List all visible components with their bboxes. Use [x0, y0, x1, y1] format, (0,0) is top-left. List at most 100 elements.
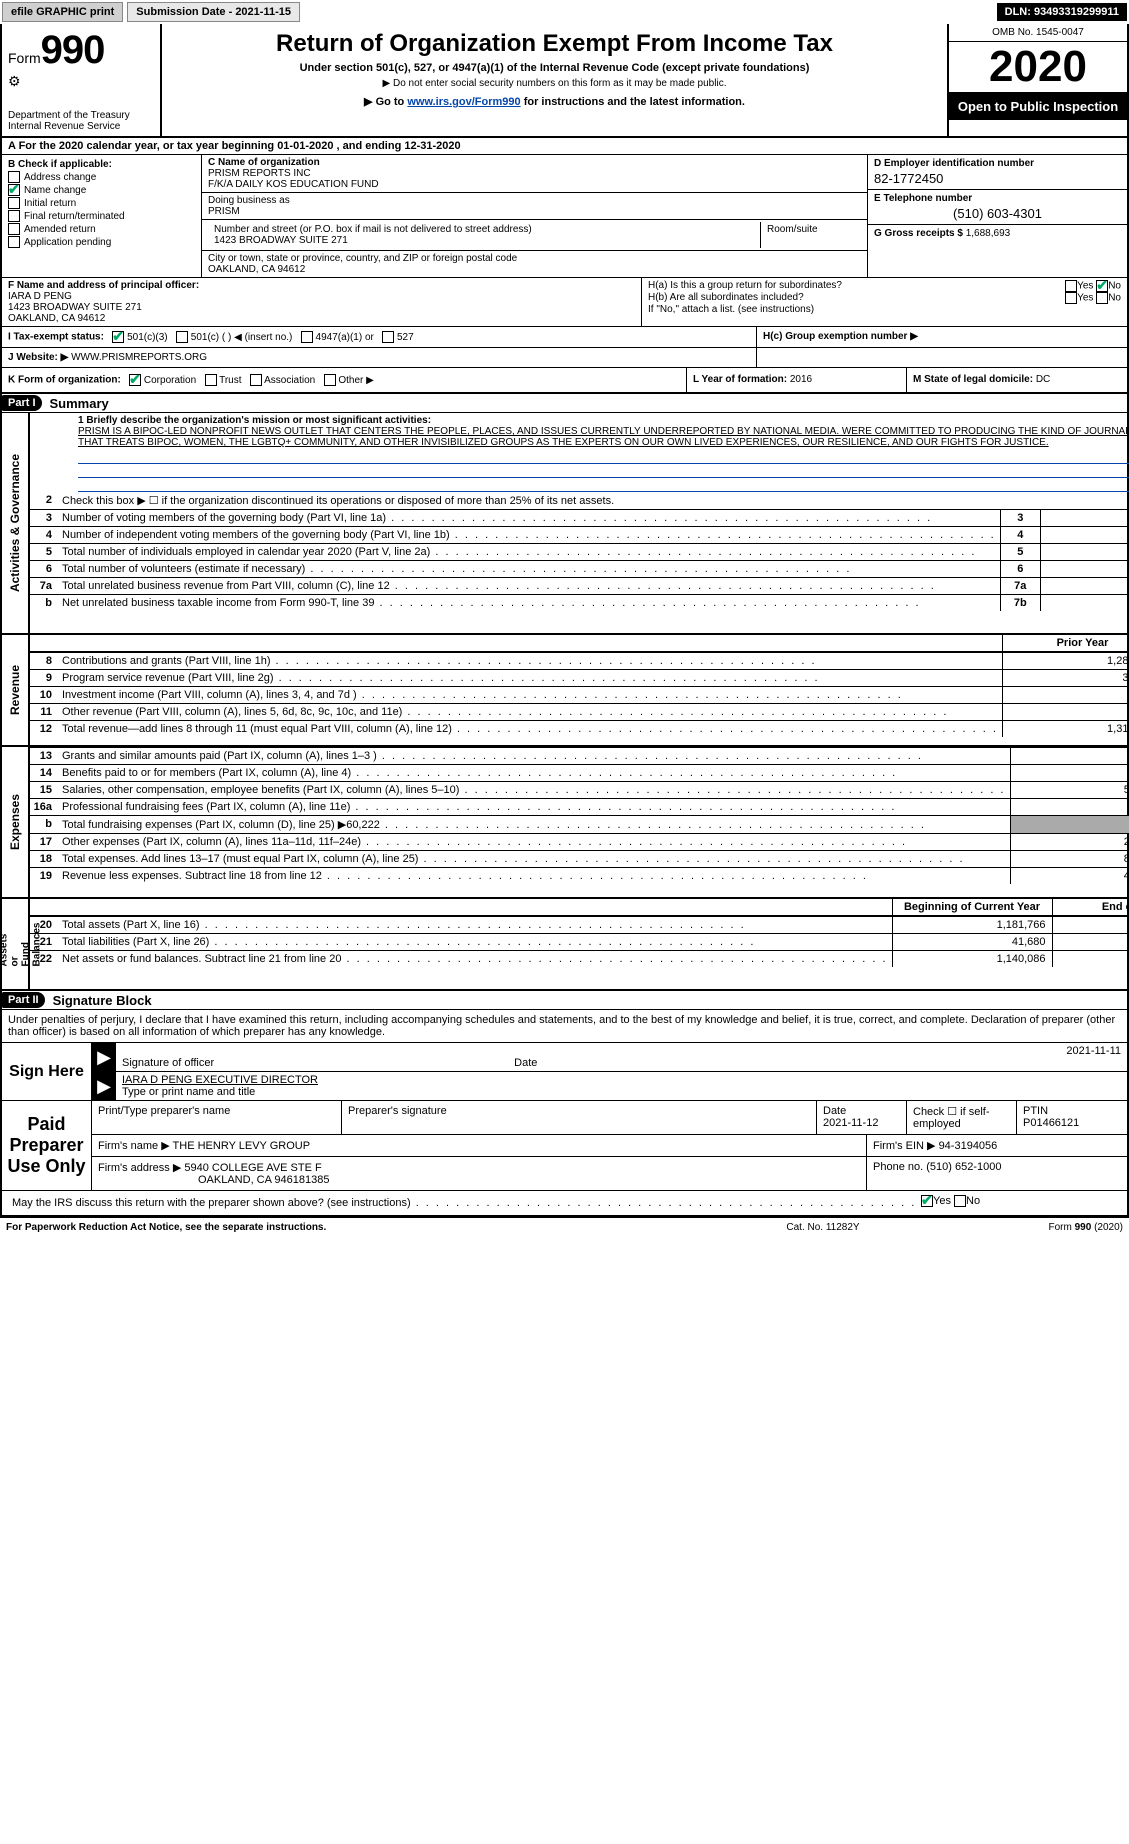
line-15: 15Salaries, other compensation, employee… [30, 781, 1129, 798]
org-name-label: C Name of organization [208, 157, 861, 168]
form-word: Form [8, 50, 41, 66]
firm-addr1: 5940 COLLEGE AVE STE F [184, 1162, 321, 1174]
website-value: WWW.PRISMREPORTS.ORG [71, 352, 207, 363]
vtab-governance: Activities & Governance [8, 454, 22, 592]
line-6: 6Total number of volunteers (estimate if… [30, 560, 1129, 577]
street-value: 1423 BROADWAY SUITE 271 [214, 235, 754, 246]
ptin-value: P01466121 [1023, 1117, 1121, 1129]
hb-label: H(b) Are all subordinates included? [648, 292, 804, 304]
checkbox-name-change: Name change [8, 184, 195, 196]
line-19: 19Revenue less expenses. Subtract line 1… [30, 867, 1129, 884]
goto-pre: ▶ Go to [364, 96, 407, 108]
line-18: 18Total expenses. Add lines 13–17 (must … [30, 850, 1129, 867]
omb-number: OMB No. 1545-0047 [949, 24, 1127, 42]
tel-value: (510) 603-4301 [874, 204, 1121, 221]
firm-ein: 94-3194056 [939, 1140, 998, 1152]
tax-exempt-label: I Tax-exempt status: [8, 332, 104, 343]
form-subtitle: Under section 501(c), 527, or 4947(a)(1)… [172, 62, 937, 74]
line-16a: 16aProfessional fundraising fees (Part I… [30, 798, 1129, 815]
section-m: M State of legal domicile: DC [907, 368, 1127, 392]
yes-text: Yes [1077, 281, 1093, 292]
firm-ein-label: Firm's EIN ▶ [873, 1140, 936, 1152]
firm-name-label: Firm's name ▶ [98, 1140, 170, 1152]
ssn-note: ▶ Do not enter social security numbers o… [172, 78, 937, 89]
form-org-label: K Form of organization: [8, 375, 121, 386]
signature-declaration: Under penalties of perjury, I declare th… [2, 1010, 1127, 1042]
line-9: 9Program service revenue (Part VIII, lin… [30, 669, 1129, 686]
date-label: Date [514, 1057, 537, 1069]
line-20: 20Total assets (Part X, line 16)1,181,76… [30, 916, 1129, 933]
prep-date-label: Date [823, 1105, 900, 1117]
signature-date: 2021-11-11 [1066, 1045, 1121, 1057]
website-label: J Website: ▶ [8, 352, 68, 363]
no-text: No [1108, 281, 1121, 292]
discuss-yes: Yes [933, 1195, 951, 1207]
vtab-revenue: Revenue [8, 665, 22, 715]
begin-year-hdr: Beginning of Current Year [892, 899, 1052, 915]
mission-text: PRISM IS A BIPOC-LED NONPROFIT NEWS OUTL… [78, 426, 1129, 448]
h-note: If "No," attach a list. (see instruction… [648, 304, 1121, 315]
part2-header: Part II [2, 992, 45, 1008]
city-value: OAKLAND, CA 94612 [208, 264, 861, 275]
line-22: 22Net assets or fund balances. Subtract … [30, 950, 1129, 967]
tel-label: E Telephone number [874, 193, 1121, 204]
section-b-header: B Check if applicable: [8, 159, 195, 170]
part1-title: Summary [50, 396, 109, 411]
ha-label: H(a) Is this a group return for subordin… [648, 280, 842, 292]
officer-addr2: OAKLAND, CA 94612 [8, 313, 635, 324]
officer-label: F Name and address of principal officer: [8, 280, 635, 291]
efile-label: efile GRAPHIC print [2, 2, 123, 22]
dln-label: DLN: 93493319299911 [997, 3, 1127, 21]
irs-link[interactable]: www.irs.gov/Form990 [407, 96, 520, 108]
year-block: OMB No. 1545-0047 2020 Open to Public In… [947, 24, 1127, 136]
ein-value: 82-1772450 [874, 169, 1121, 186]
ptin-label: PTIN [1023, 1105, 1121, 1117]
sign-here-label: Sign Here [2, 1043, 92, 1100]
form-title-block: Return of Organization Exempt From Incom… [162, 24, 947, 136]
section-b: B Check if applicable: Address changeNam… [2, 155, 202, 277]
firm-name: THE HENRY LEVY GROUP [173, 1140, 311, 1152]
goto-post: for instructions and the latest informat… [521, 96, 745, 108]
officer-addr1: 1423 BROADWAY SUITE 271 [8, 302, 635, 313]
section-h: H(a) Is this a group return for subordin… [642, 278, 1127, 326]
no-text2: No [1108, 293, 1121, 304]
checkbox-initial-return: Initial return [8, 197, 195, 209]
line-3: 3Number of voting members of the governi… [30, 509, 1129, 526]
end-year-hdr: End of Year [1052, 899, 1129, 915]
vtab-netassets: Net Assets or Fund Balances [0, 922, 43, 966]
prior-year-hdr: Prior Year [1002, 635, 1129, 651]
dba-label: Doing business as [208, 195, 861, 206]
ein-label: D Employer identification number [874, 158, 1121, 169]
dept-treasury: Department of the Treasury Internal Reve… [8, 110, 154, 132]
section-h-c: H(c) Group exemption number ▶ [757, 327, 1127, 347]
section-l: L Year of formation: 2016 [687, 368, 907, 392]
form-title: Return of Organization Exempt From Incom… [172, 30, 937, 58]
mission-label: 1 Briefly describe the organization's mi… [78, 415, 1129, 426]
sig-officer-label: Signature of officer [122, 1057, 214, 1069]
line-4: 4Number of independent voting members of… [30, 526, 1129, 543]
phone-label: Phone no. [873, 1161, 923, 1173]
city-label: City or town, state or province, country… [208, 253, 861, 264]
section-j: J Website: ▶ WWW.PRISMREPORTS.ORG [2, 348, 757, 367]
line-12: 12Total revenue—add lines 8 through 11 (… [30, 720, 1129, 737]
open-to-public: Open to Public Inspection [949, 93, 1127, 120]
gross-label: G Gross receipts $ [874, 228, 963, 239]
form-number: 990 [41, 28, 105, 72]
phone-value: (510) 652-1000 [926, 1161, 1001, 1173]
dba-value: PRISM [208, 206, 861, 217]
prep-name-label: Print/Type preparer's name [98, 1105, 335, 1117]
line-8: 8Contributions and grants (Part VIII, li… [30, 652, 1129, 669]
checkbox-address-change: Address change [8, 171, 195, 183]
section-d: D Employer identification number 82-1772… [867, 155, 1127, 277]
yes-text2: Yes [1077, 293, 1093, 304]
firm-addr2: OAKLAND, CA 946181385 [98, 1174, 329, 1186]
discuss-question: May the IRS discuss this return with the… [12, 1197, 411, 1209]
part2-title: Signature Block [53, 993, 152, 1008]
line-b: bNet unrelated business taxable income f… [30, 594, 1129, 611]
line-5: 5Total number of individuals employed in… [30, 543, 1129, 560]
self-employed-check: Check ☐ if self-employed [907, 1101, 1017, 1134]
paid-preparer-label: Paid Preparer Use Only [2, 1101, 92, 1190]
prep-date: 2021-11-12 [823, 1117, 900, 1129]
section-f: F Name and address of principal officer:… [2, 278, 642, 326]
room-label: Room/suite [761, 222, 861, 248]
